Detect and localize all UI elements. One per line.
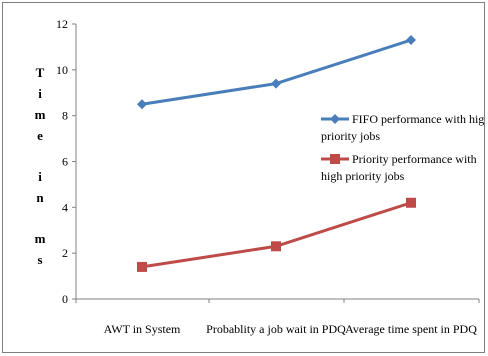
- data-point-diamond: [406, 35, 416, 46]
- y-axis-label-char: s: [37, 252, 42, 267]
- y-tick-label: 8: [62, 109, 68, 123]
- legend-marker-diamond: [330, 114, 340, 124]
- y-axis-label-char: n: [36, 190, 44, 205]
- y-tick-label: 0: [62, 292, 68, 306]
- x-tick-label: AWT in System: [104, 322, 181, 336]
- x-tick-label: Probablity a job wait in PDQ: [206, 322, 346, 336]
- y-axis-label-char: m: [35, 231, 46, 246]
- y-axis-label-char: m: [35, 107, 46, 122]
- line-chart: 0 2 4 6 8 10 12 AWT in System Probablity a job w…: [35, 17, 484, 336]
- series-line-1: [141, 38, 412, 106]
- y-axis-label-char: i: [38, 86, 42, 101]
- y-tick-label: 10: [56, 63, 68, 77]
- y-tick-label: 4: [62, 200, 68, 214]
- legend-marker-square: [330, 154, 340, 164]
- x-tick-label: Average time spent in PDQ: [345, 322, 477, 336]
- data-point-square: [137, 261, 147, 272]
- legend-label: FIFO performance with high: [352, 112, 484, 126]
- chart-frame: 0 2 4 6 8 10 12 AWT in System Probablity a job w…: [2, 2, 485, 353]
- y-axis-label-char: e: [37, 128, 43, 143]
- y-tick-label: 6: [62, 155, 68, 169]
- legend-label: priority jobs: [321, 129, 380, 143]
- data-point-square: [271, 241, 281, 252]
- data-point-square: [406, 197, 416, 208]
- legend-label: high priority jobs: [321, 169, 405, 183]
- data-point-diamond: [137, 99, 147, 110]
- y-tick-label: 2: [62, 246, 68, 260]
- series-line-2: [141, 201, 412, 269]
- y-tick-label: 12: [56, 17, 68, 31]
- y-axis-label-char: i: [38, 169, 42, 184]
- y-axis-label-char: T: [36, 65, 45, 80]
- legend-label: Priority performance with: [352, 152, 477, 166]
- data-point-diamond: [271, 78, 281, 89]
